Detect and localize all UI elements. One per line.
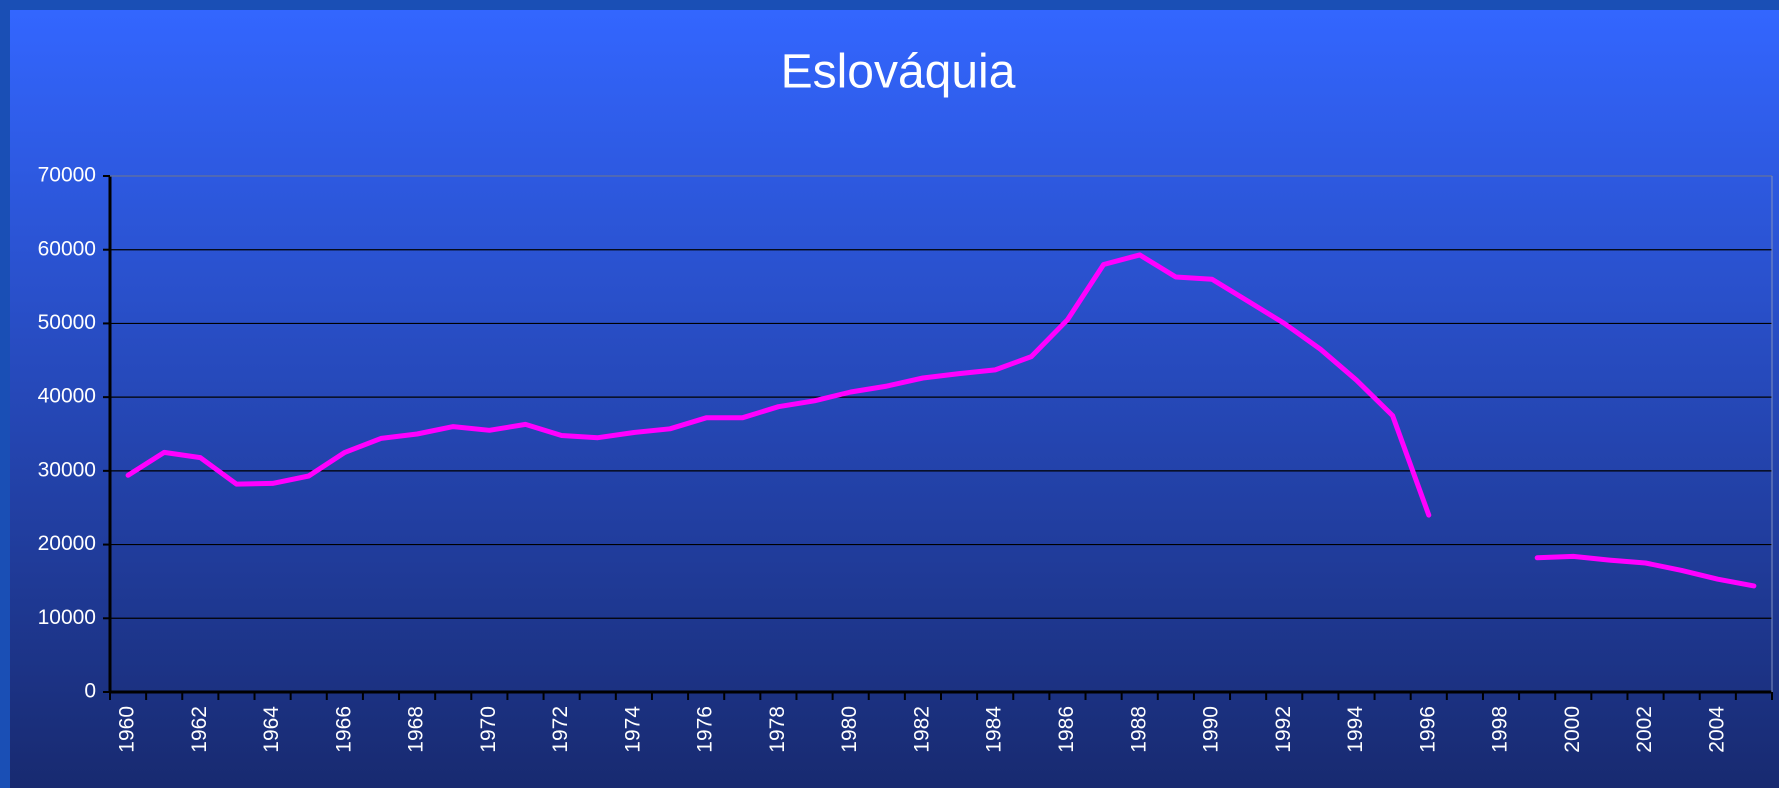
y-tick-label: 0	[84, 680, 96, 703]
x-tick-label: 2000	[1561, 706, 1584, 753]
x-tick-label: 1986	[1055, 706, 1078, 753]
x-tick-label: 1984	[983, 706, 1006, 753]
y-tick-label: 50000	[38, 311, 96, 334]
x-tick-label: 1988	[1127, 706, 1150, 753]
data-line	[125, 252, 1757, 589]
y-tick-label: 70000	[38, 164, 96, 187]
x-tick-label: 1992	[1272, 706, 1295, 753]
panel	[10, 10, 1779, 788]
x-tick-label: 1964	[260, 706, 283, 753]
x-tick-label: 1962	[188, 706, 211, 753]
chart-title: Eslováquia	[781, 46, 1016, 99]
x-tick-label: 1976	[694, 706, 717, 753]
y-tick-label: 60000	[38, 237, 96, 260]
x-tick-label: 1978	[766, 706, 789, 753]
x-tick-label: 1998	[1489, 706, 1512, 753]
x-tick-label: 1980	[838, 706, 861, 753]
x-tick-label: 1996	[1416, 706, 1439, 753]
x-tick-label: 1972	[549, 706, 572, 753]
y-tick-label: 20000	[38, 532, 96, 555]
x-tick-label: 1982	[910, 706, 933, 753]
x-tick-label: 2002	[1633, 706, 1656, 753]
x-tick-label: 1960	[116, 706, 139, 753]
y-tick-label: 10000	[38, 606, 96, 629]
x-tick-label: 1994	[1344, 706, 1367, 753]
y-tick-label: 30000	[38, 458, 96, 481]
x-tick-label: 1966	[332, 706, 355, 753]
x-tick-label: 1968	[405, 706, 428, 753]
y-tick-label: 40000	[38, 385, 96, 408]
x-tick-label: 1970	[477, 706, 500, 753]
x-tick-label: 1974	[621, 706, 644, 753]
x-tick-label: 2004	[1705, 706, 1728, 753]
x-tick-label: 1990	[1200, 706, 1223, 753]
